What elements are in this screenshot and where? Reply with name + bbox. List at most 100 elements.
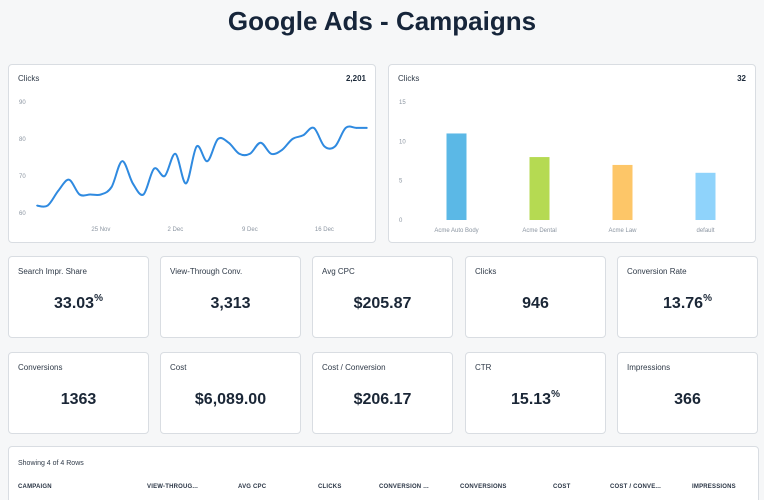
data-point bbox=[68, 178, 70, 181]
data-point bbox=[291, 138, 294, 140]
x-tick-label: default bbox=[696, 228, 714, 234]
y-tick-label: 5 bbox=[399, 179, 403, 185]
y-tick-label: 90 bbox=[19, 100, 26, 106]
bar bbox=[612, 164, 633, 220]
page-title: Google Ads - Campaigns bbox=[227, 6, 537, 36]
data-point bbox=[89, 193, 92, 196]
kpi-card-avg-cpc: Avg CPC $205.87 bbox=[312, 256, 453, 338]
column-header-cost-per-conversion[interactable]: COST / CONVE... bbox=[610, 484, 662, 490]
card-label: Clicks bbox=[398, 74, 420, 83]
data-point bbox=[302, 134, 304, 137]
clicks-series-line bbox=[36, 125, 367, 208]
kpi-card-cost-per-conversion: Cost / Conversion $206.17 bbox=[312, 352, 453, 434]
bar bbox=[529, 157, 550, 220]
column-header-conversion-rate[interactable]: CONVERSION ... bbox=[379, 484, 429, 490]
kpi-value: $206.17 bbox=[353, 391, 412, 408]
data-point bbox=[249, 153, 251, 155]
kpi-value: 13.76% bbox=[663, 293, 712, 312]
kpi-label: Cost / Conversion bbox=[322, 363, 386, 372]
data-point bbox=[366, 127, 368, 129]
card-label: Clicks bbox=[18, 74, 40, 83]
kpi-card-search-impr-share: Search Impr. Share 33.03% bbox=[8, 256, 149, 338]
data-point bbox=[323, 145, 326, 148]
data-point bbox=[312, 127, 315, 129]
kpi-card-clicks: Clicks 946 bbox=[465, 256, 606, 338]
data-point bbox=[57, 190, 60, 192]
data-point bbox=[217, 138, 219, 140]
column-header-avg-cpc[interactable]: AVG CPC bbox=[238, 484, 267, 490]
data-point bbox=[100, 193, 102, 196]
clicks-bar-chart: 0 5 10 15 Acme Auto Body Acme Dental Acme Law d… bbox=[399, 100, 716, 234]
data-point bbox=[132, 182, 134, 185]
x-tick-label: 25 Nov bbox=[91, 227, 110, 233]
kpi-label: CTR bbox=[475, 363, 492, 372]
y-tick-label: 60 bbox=[19, 211, 26, 217]
data-point bbox=[270, 153, 272, 155]
kpi-label: Conversion Rate bbox=[627, 267, 687, 276]
data-point bbox=[121, 160, 123, 162]
kpi-card-view-through-conv: View-Through Conv. 3,313 bbox=[160, 256, 301, 338]
x-tick-label: 9 Dec bbox=[242, 227, 258, 233]
clicks-line-chart-card: Clicks 2,201 60 70 80 90 25 Nov 2 Dec 9 Dec 16 … bbox=[8, 64, 376, 243]
card-total: 2,201 bbox=[345, 74, 366, 83]
kpi-label: View-Through Conv. bbox=[170, 267, 243, 276]
data-point bbox=[110, 186, 113, 188]
data-point bbox=[281, 149, 283, 151]
kpi-label: Conversions bbox=[18, 363, 63, 372]
clicks-bar-chart-card: Clicks 32 0 5 10 15 Acme Auto Body Acme Denta… bbox=[388, 64, 756, 243]
data-point bbox=[195, 145, 198, 148]
data-point bbox=[355, 127, 358, 129]
kpi-value: 366 bbox=[674, 391, 701, 408]
kpi-card-impressions: Impressions 366 bbox=[617, 352, 758, 434]
table-row-count: Showing 4 of 4 Rows bbox=[18, 460, 84, 467]
kpi-label: Impressions bbox=[627, 363, 671, 372]
y-tick-label: 15 bbox=[399, 100, 406, 106]
data-point bbox=[344, 127, 347, 129]
kpi-value: 1363 bbox=[60, 391, 97, 408]
campaigns-table: Showing 4 of 4 Rows CAMPAIGN VIEW-THROUG… bbox=[8, 446, 759, 500]
data-point bbox=[142, 193, 145, 196]
kpi-value: 15.13% bbox=[511, 389, 560, 408]
kpi-value: 946 bbox=[522, 295, 549, 312]
kpi-card-conversion-rate: Conversion Rate 13.76% bbox=[617, 256, 758, 338]
kpi-value: $205.87 bbox=[353, 295, 412, 312]
column-header-view-through[interactable]: VIEW-THROUG... bbox=[147, 484, 199, 490]
kpi-label: Search Impr. Share bbox=[18, 267, 87, 276]
y-tick-label: 80 bbox=[19, 137, 26, 143]
column-header-campaign[interactable]: CAMPAIGN bbox=[18, 484, 52, 490]
data-point bbox=[206, 160, 209, 162]
x-tick-label: Acme Law bbox=[608, 228, 637, 234]
x-tick-label: Acme Auto Body bbox=[434, 228, 478, 234]
data-point bbox=[46, 204, 49, 207]
y-tick-label: 10 bbox=[399, 139, 406, 145]
column-header-clicks[interactable]: CLICKS bbox=[318, 484, 342, 490]
y-tick-label: 0 bbox=[399, 218, 403, 224]
column-header-conversions[interactable]: CONVERSIONS bbox=[460, 484, 507, 490]
kpi-value: $6,089.00 bbox=[194, 391, 267, 408]
data-point bbox=[259, 141, 262, 144]
kpi-label: Avg CPC bbox=[322, 267, 355, 276]
card-total: 32 bbox=[737, 74, 746, 83]
x-tick-label: Acme Dental bbox=[522, 228, 556, 234]
data-point bbox=[36, 204, 38, 207]
data-point bbox=[334, 145, 336, 148]
kpi-card-cost: Cost $6,089.00 bbox=[160, 352, 301, 434]
kpi-label: Clicks bbox=[475, 267, 497, 276]
data-point bbox=[238, 153, 241, 155]
kpi-card-conversions: Conversions 1363 bbox=[8, 352, 149, 434]
bar bbox=[446, 133, 467, 220]
clicks-line-chart: 60 70 80 90 25 Nov 2 Dec 9 Dec 16 Dec bbox=[19, 100, 368, 233]
kpi-value: 33.03% bbox=[54, 293, 103, 312]
kpi-label: Cost bbox=[170, 363, 187, 372]
x-tick-label: 2 Dec bbox=[168, 227, 184, 233]
column-header-impressions[interactable]: IMPRESSIONS bbox=[692, 484, 736, 490]
kpi-value: 3,313 bbox=[210, 295, 251, 312]
y-tick-label: 70 bbox=[19, 174, 26, 180]
data-point bbox=[227, 141, 230, 144]
bar bbox=[695, 172, 716, 220]
kpi-card-ctr: CTR 15.13% bbox=[465, 352, 606, 434]
data-point bbox=[163, 175, 166, 177]
x-tick-label: 16 Dec bbox=[315, 227, 334, 233]
data-point bbox=[185, 182, 187, 185]
column-header-cost[interactable]: COST bbox=[553, 484, 571, 490]
